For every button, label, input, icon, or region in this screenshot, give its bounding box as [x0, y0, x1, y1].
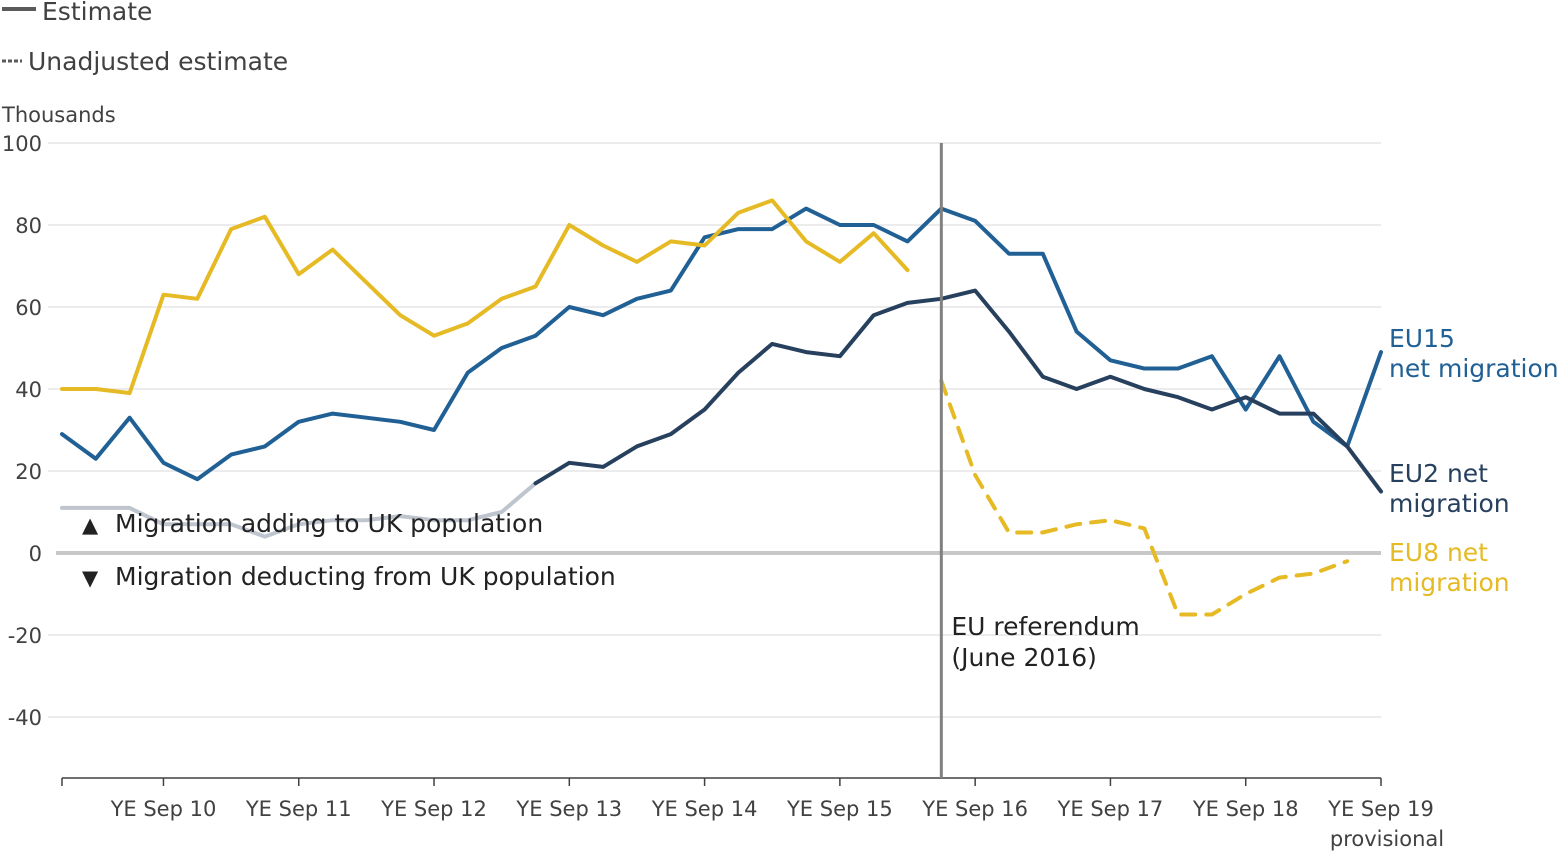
y-tick-label: 20: [15, 460, 42, 484]
x-axis: YE Sep 10 YE Sep 11 YE Sep 12 YE Sep 13 YE S…: [61, 777, 1444, 851]
legend-solid-label: Estimate: [42, 0, 152, 26]
y-tick-label: 60: [15, 296, 42, 320]
y-tick-label: 0: [29, 542, 42, 566]
x-tick-label: YE Sep 19: [1327, 797, 1434, 821]
x-tick-sublabel: provisional: [1330, 827, 1444, 851]
y-tick-label: 100: [2, 132, 42, 156]
y-tick-label: 40: [15, 378, 42, 402]
series-line-1: [533, 288, 1383, 494]
y-tick-label: 80: [15, 214, 42, 238]
x-tick-label: YE Sep 14: [651, 797, 758, 821]
series-label-line1: EU8 net: [1389, 538, 1488, 567]
gridlines: [48, 142, 1381, 718]
series-line-2-unadjusted: [939, 378, 1350, 617]
x-tick-label: YE Sep 10: [110, 797, 217, 821]
series-label-line2: migration: [1389, 489, 1510, 518]
eu-referendum-label-line2: (June 2016): [951, 643, 1097, 672]
up-arrow-icon: ▲: [82, 513, 99, 537]
x-tick-label: YE Sep 15: [786, 797, 893, 821]
x-tick-label: YE Sep 16: [921, 797, 1028, 821]
series-label-line1: EU2 net: [1389, 459, 1488, 488]
x-tick-label: YE Sep 17: [1057, 797, 1164, 821]
x-tick-label: YE Sep 11: [245, 797, 352, 821]
series-label-line1: EU15: [1389, 324, 1455, 353]
y-tick-label: -40: [8, 706, 42, 730]
series-line-0: [60, 206, 1383, 482]
series-label-line2: migration: [1389, 568, 1510, 597]
x-tick-label: YE Sep 18: [1192, 797, 1299, 821]
series-label-line2: net migration: [1389, 354, 1559, 383]
legend-dashed-label: Unadjusted estimate: [28, 47, 288, 76]
x-tick-label: YE Sep 12: [380, 797, 487, 821]
x-tick-label: YE Sep 13: [515, 797, 622, 821]
legend: Estimate Unadjusted estimate: [2, 0, 288, 76]
series-line-2: [60, 198, 910, 396]
y-tick-label: -20: [8, 624, 42, 648]
direction-annotation: ▲ Migration adding to UK population ▼ Mi…: [82, 509, 616, 591]
down-annotation-text: Migration deducting from UK population: [115, 562, 616, 591]
eu-referendum-label-line1: EU referendum: [951, 612, 1139, 641]
down-arrow-icon: ▼: [82, 566, 99, 590]
y-unit-label: Thousands: [1, 103, 116, 127]
series-line-1-faded: [60, 481, 538, 539]
series-lines: [60, 198, 1383, 617]
up-annotation-text: Migration adding to UK population: [115, 509, 543, 538]
y-axis-ticks: 100 80 60 40 20 0 -20 -40: [2, 132, 42, 730]
